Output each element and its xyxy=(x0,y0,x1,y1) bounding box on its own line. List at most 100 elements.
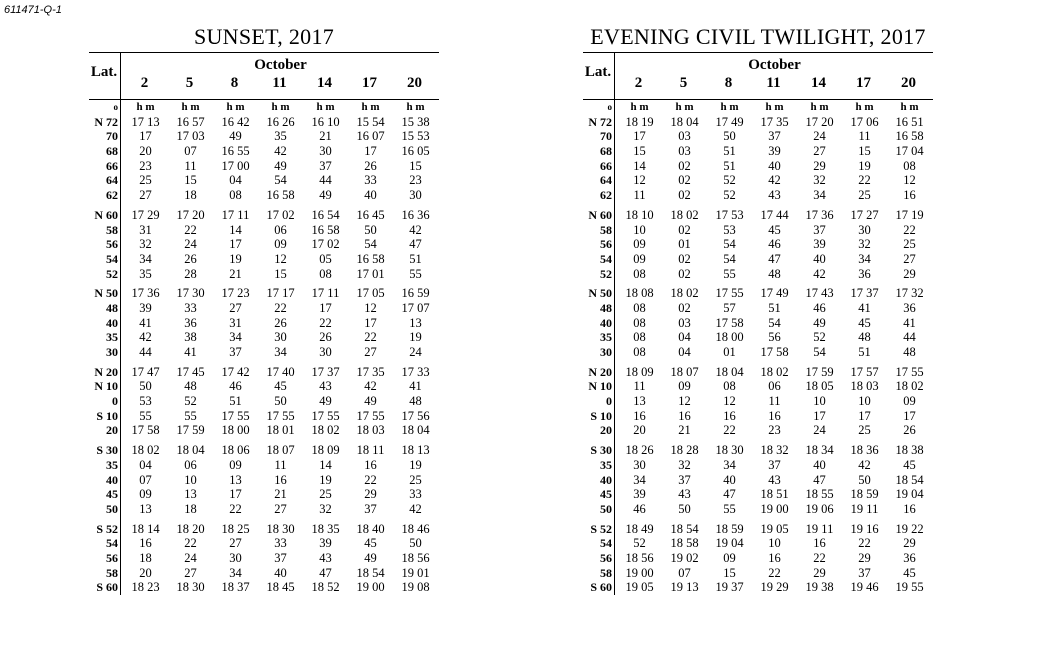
time-cell: 02 xyxy=(678,251,691,266)
time-cell: 32 xyxy=(139,237,152,252)
twilight-table-panel: EVENING CIVIL TWILIGHT, 2017 Lat. October 2… xyxy=(583,22,933,595)
unit-label: h m xyxy=(406,101,425,113)
time-cell: 04 xyxy=(678,345,691,359)
time-cell: 17 xyxy=(813,408,826,423)
time-cell: 03 xyxy=(678,315,691,330)
latitude-label: 56 xyxy=(106,550,118,565)
time-cell: 16 51 xyxy=(895,114,924,129)
time-cell: 17 30 xyxy=(176,286,205,301)
day-column: h m 17 20 24 27 29 32 34 17 36 37 39 40 42 17 43 46 49… xyxy=(797,100,842,595)
day-header: 17 xyxy=(362,75,377,91)
time-cell: 19 29 xyxy=(760,580,789,595)
time-cell: 18 07 xyxy=(670,364,699,379)
time-cell: 52 xyxy=(723,188,736,203)
time-cell: 22 xyxy=(274,300,287,315)
time-cell: 11 xyxy=(184,158,197,173)
time-cell: 19 00 xyxy=(356,580,385,595)
time-cell: 17 55 xyxy=(311,408,340,423)
time-cell: 11 xyxy=(274,457,287,472)
day-column: h m 16 42 49 16 55 17 00 04 08 17 11 14 17 19 21 17 … xyxy=(213,100,258,595)
time-cell: 14 xyxy=(229,222,242,237)
time-cell: 54 xyxy=(723,251,736,266)
time-cell: 51 xyxy=(409,251,422,266)
latitude-header: Lat. xyxy=(90,64,118,80)
time-cell: 22 xyxy=(858,536,871,551)
latitude-label: 0 xyxy=(112,394,118,409)
time-cell: 12 xyxy=(723,394,736,409)
time-cell: 28 xyxy=(184,266,197,281)
time-cell: 19 37 xyxy=(715,580,744,595)
time-cell: 16 26 xyxy=(266,114,295,129)
time-cell: 19 46 xyxy=(850,580,879,595)
time-cell: 17 03 xyxy=(176,129,205,144)
time-cell: 42 xyxy=(858,457,871,472)
time-columns: h m 17 13 17 20 23 25 27 17 29 31 32 34 35 17 36 39 41… xyxy=(121,100,438,595)
time-cell: 17 58 xyxy=(760,345,789,359)
time-cell: 16 58 xyxy=(266,188,295,203)
page-id: 611471-Q-1 xyxy=(4,4,62,16)
time-cell: 27 xyxy=(364,345,377,359)
time-cell: 10 xyxy=(633,222,646,237)
time-cell: 44 xyxy=(139,345,152,359)
time-cell: 17 55 xyxy=(715,286,744,301)
time-cell: 18 38 xyxy=(895,443,924,458)
time-cell: 02 xyxy=(678,173,691,188)
time-cell: 16 xyxy=(723,408,736,423)
time-cell: 18 36 xyxy=(850,443,879,458)
time-cell: 18 04 xyxy=(401,423,430,438)
latitude-label: 58 xyxy=(600,565,612,580)
day-header: 11 xyxy=(766,75,781,91)
time-cell: 17 xyxy=(903,408,916,423)
time-cell: 50 xyxy=(139,379,152,394)
time-cell: 22 xyxy=(364,330,377,345)
time-cell: 17 49 xyxy=(715,114,744,129)
time-cell: 15 xyxy=(274,266,287,281)
time-cell: 21 xyxy=(678,423,691,438)
time-cell: 22 xyxy=(858,173,871,188)
latitude-label: N 10 xyxy=(588,379,612,394)
time-cell: 19 xyxy=(409,457,422,472)
time-cell: 18 56 xyxy=(401,550,430,565)
time-cell: 17 36 xyxy=(805,207,834,222)
time-cell: 29 xyxy=(813,565,826,580)
time-cell: 21 xyxy=(319,129,332,144)
time-cell: 18 30 xyxy=(715,443,744,458)
latitude-label: 52 xyxy=(600,266,612,281)
header-divider xyxy=(614,53,615,99)
time-cell: 16 42 xyxy=(221,114,250,129)
time-cell: 22 xyxy=(184,536,197,551)
time-cell: 17 45 xyxy=(176,364,205,379)
time-cell: 20 xyxy=(633,423,646,438)
time-cell: 17 58 xyxy=(715,315,744,330)
time-cell: 17 36 xyxy=(131,286,160,301)
time-cell: 13 xyxy=(184,487,197,502)
time-cell: 52 xyxy=(184,394,197,409)
time-cell: 47 xyxy=(319,565,332,580)
time-cell: 15 xyxy=(409,158,422,173)
time-cell: 18 59 xyxy=(715,521,744,536)
header-divider xyxy=(120,53,121,99)
time-cell: 16 10 xyxy=(311,114,340,129)
time-cell: 55 xyxy=(723,266,736,281)
time-cell: 27 xyxy=(903,251,916,266)
time-cell: 40 xyxy=(813,251,826,266)
time-cell: 51 xyxy=(768,300,781,315)
time-cell: 18 45 xyxy=(266,580,295,595)
time-cell: 43 xyxy=(768,472,781,487)
time-cell: 17 37 xyxy=(850,286,879,301)
time-cell: 17 13 xyxy=(131,114,160,129)
latitude-label: 64 xyxy=(106,173,118,188)
time-cell: 05 xyxy=(319,251,332,266)
time-cell: 08 xyxy=(319,266,332,281)
latitude-label: 40 xyxy=(106,472,118,487)
time-cell: 03 xyxy=(678,144,691,159)
time-cell: 39 xyxy=(139,300,152,315)
time-cell: 30 xyxy=(274,330,287,345)
time-cell: 29 xyxy=(903,266,916,281)
time-cell: 17 xyxy=(633,129,646,144)
time-cell: 43 xyxy=(319,379,332,394)
time-cell: 18 02 xyxy=(760,364,789,379)
time-cell: 23 xyxy=(409,173,422,188)
time-cell: 17 xyxy=(364,144,377,159)
latitude-label: S 30 xyxy=(590,443,612,458)
